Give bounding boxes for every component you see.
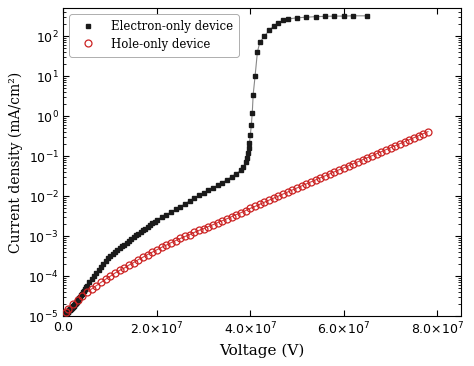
Electron-only device	[365, 14, 370, 18]
Electron-only device	[350, 14, 356, 18]
Electron-only device	[68, 307, 74, 311]
Line: Electron-only device: Electron-only device	[62, 14, 370, 315]
Electron-only device	[257, 40, 263, 45]
Hole-only device	[206, 224, 211, 229]
Hole-only device	[149, 250, 155, 254]
Electron-only device	[82, 287, 88, 291]
Electron-only device	[93, 271, 99, 275]
Hole-only device	[63, 310, 69, 314]
Hole-only device	[210, 223, 216, 227]
Y-axis label: Current density (mA/cm²): Current density (mA/cm²)	[9, 72, 23, 253]
Hole-only device	[425, 130, 431, 134]
Electron-only device	[61, 311, 67, 315]
Line: Hole-only device: Hole-only device	[63, 128, 431, 315]
Hole-only device	[271, 196, 277, 200]
Electron-only device	[73, 300, 79, 305]
X-axis label: Voltage (V): Voltage (V)	[219, 343, 305, 358]
Legend: Electron-only device, Hole-only device: Electron-only device, Hole-only device	[69, 14, 239, 57]
Hole-only device	[327, 172, 333, 176]
Electron-only device	[154, 217, 160, 222]
Hole-only device	[159, 245, 164, 250]
